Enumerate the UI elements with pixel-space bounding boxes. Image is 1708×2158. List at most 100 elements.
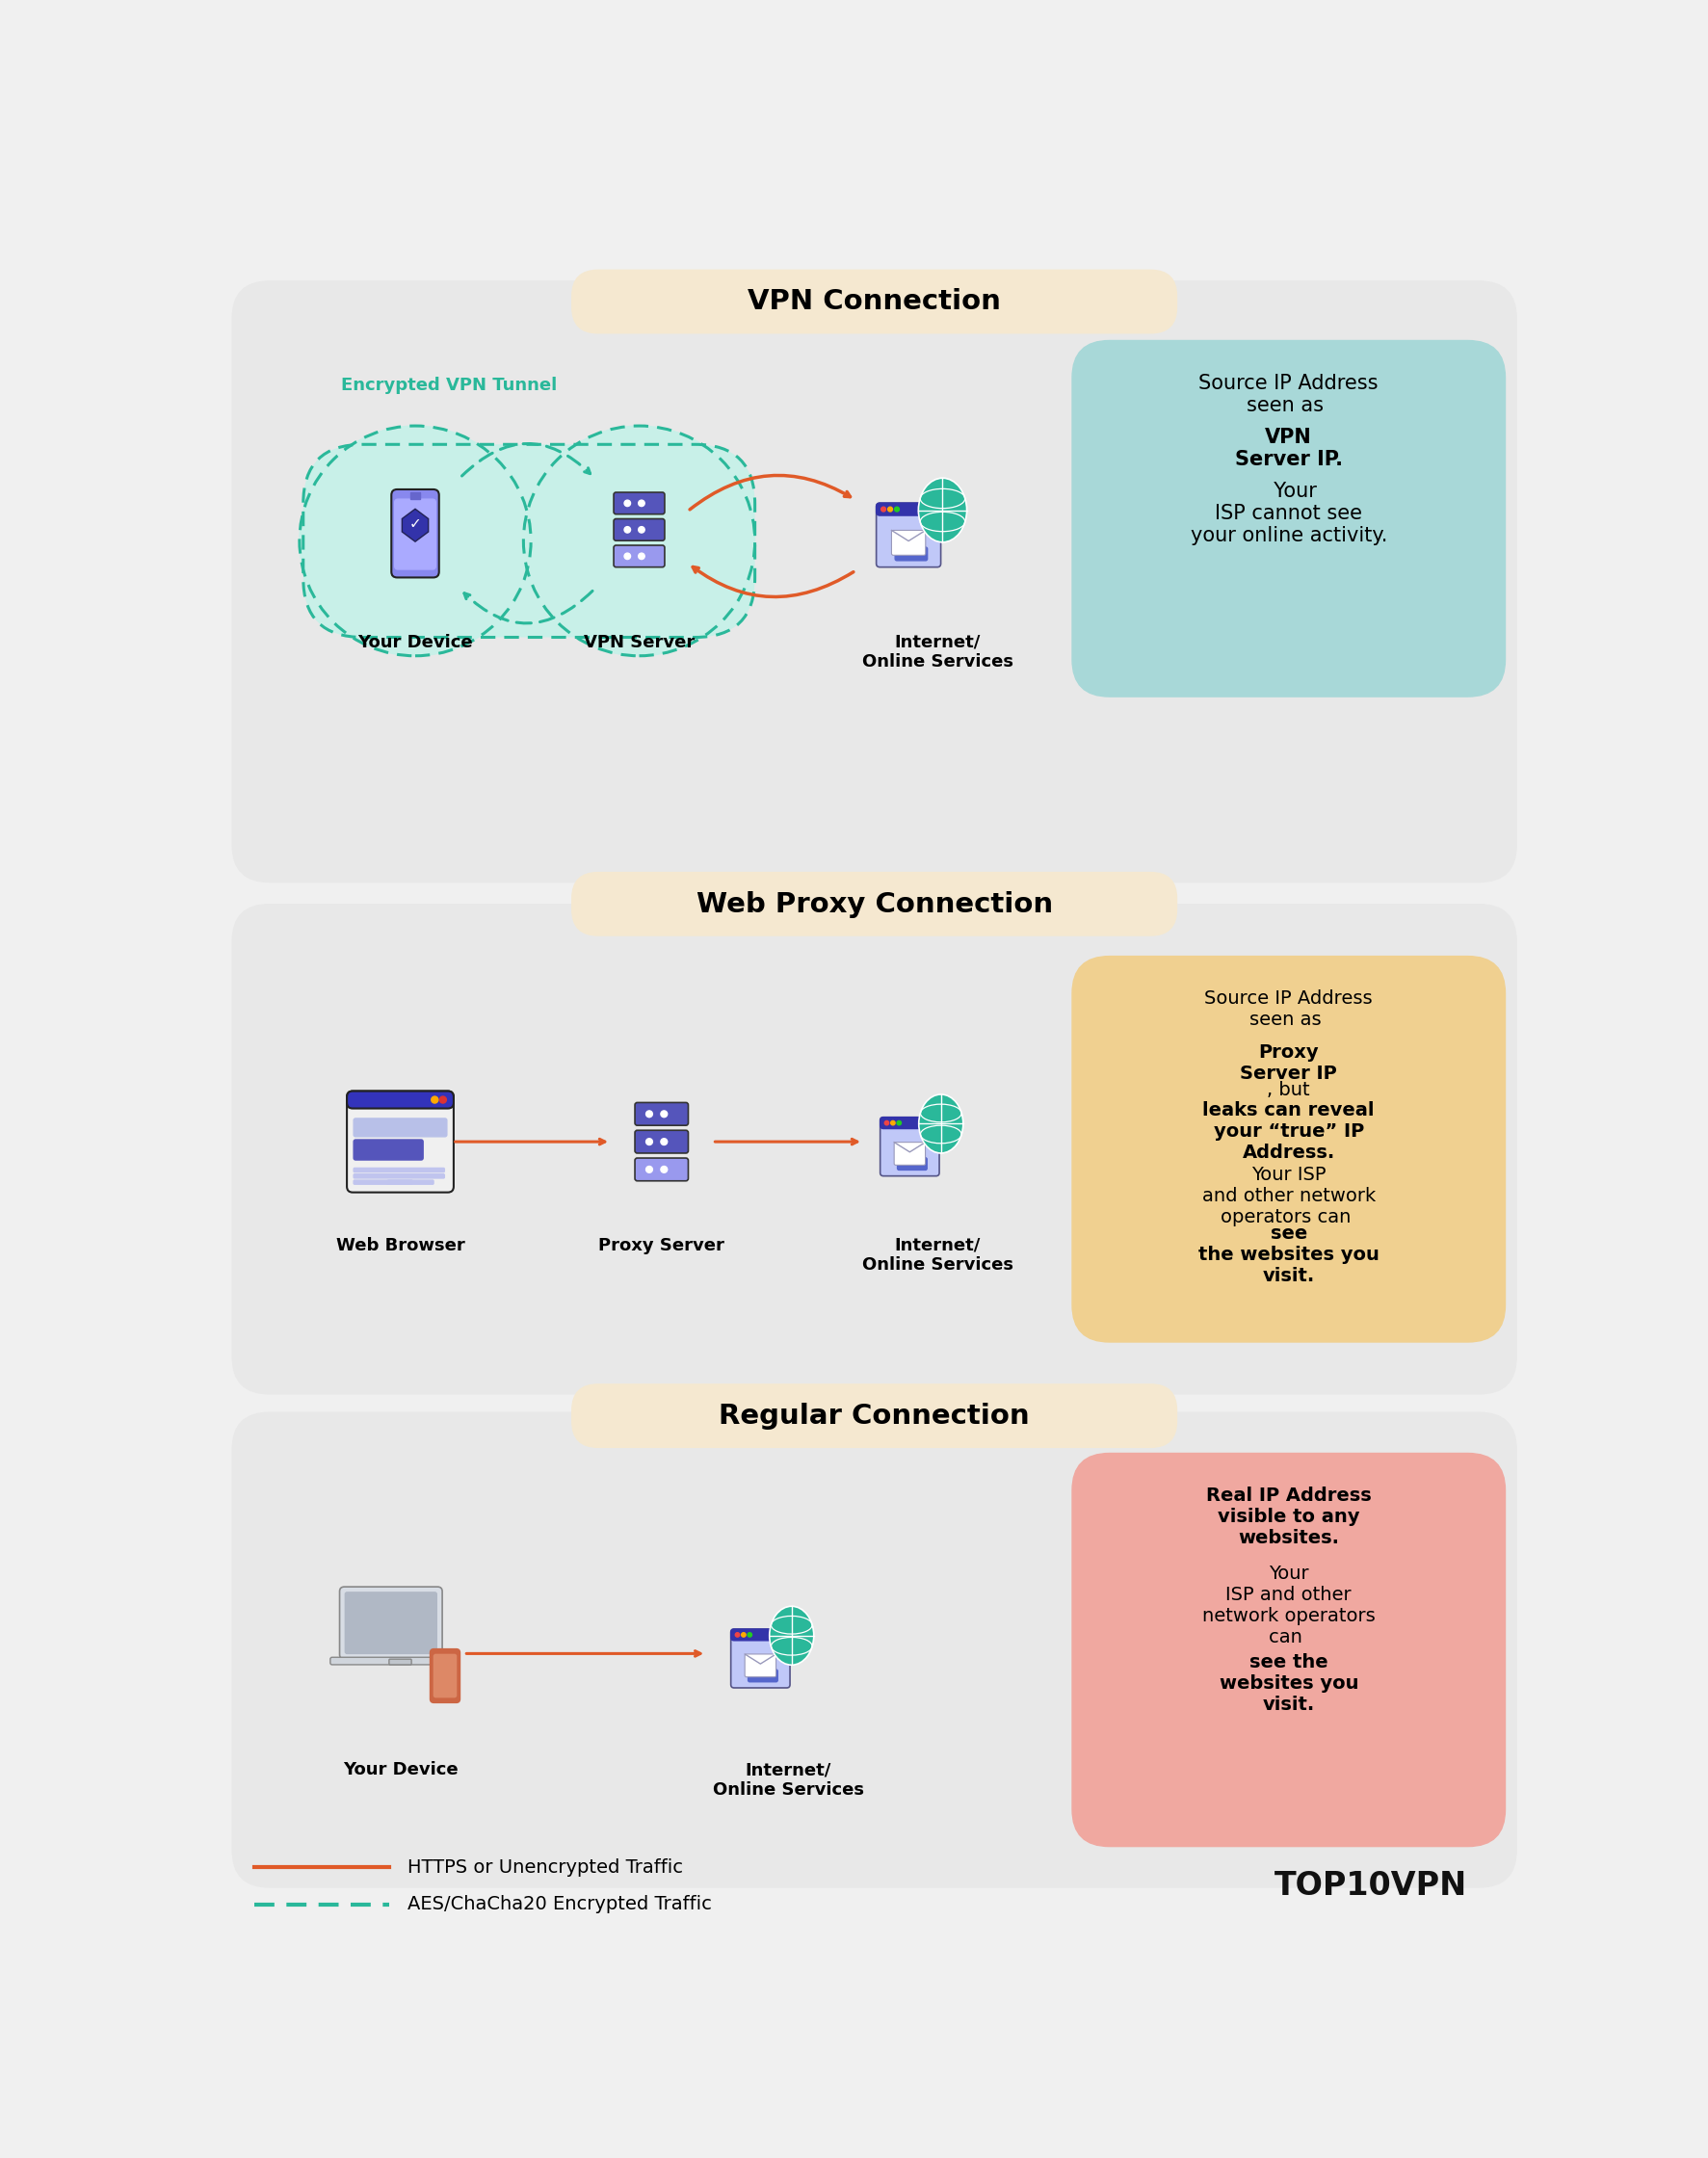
FancyBboxPatch shape xyxy=(232,1413,1515,1888)
FancyBboxPatch shape xyxy=(572,1383,1177,1448)
FancyBboxPatch shape xyxy=(354,1174,444,1178)
Text: TOP10VPN: TOP10VPN xyxy=(1274,1869,1467,1901)
Circle shape xyxy=(893,507,898,511)
Circle shape xyxy=(623,501,630,507)
Text: Your Device: Your Device xyxy=(357,634,473,652)
FancyBboxPatch shape xyxy=(1071,341,1505,697)
Text: Internet/
Online Services: Internet/ Online Services xyxy=(712,1761,864,1798)
Circle shape xyxy=(746,1634,752,1638)
FancyBboxPatch shape xyxy=(354,1118,446,1137)
Circle shape xyxy=(741,1634,745,1638)
FancyBboxPatch shape xyxy=(232,904,1515,1394)
FancyBboxPatch shape xyxy=(572,872,1177,937)
FancyBboxPatch shape xyxy=(340,1586,442,1660)
Text: Source IP Address
seen as: Source IP Address seen as xyxy=(1199,373,1378,416)
FancyBboxPatch shape xyxy=(415,475,639,609)
Text: Proxy
Server IP: Proxy Server IP xyxy=(1240,1042,1336,1083)
Text: Internet/
Online Services: Internet/ Online Services xyxy=(863,1237,1013,1273)
FancyBboxPatch shape xyxy=(892,531,926,555)
Text: VPN Server: VPN Server xyxy=(584,634,693,652)
FancyBboxPatch shape xyxy=(897,1157,926,1170)
Text: Regular Connection: Regular Connection xyxy=(719,1403,1030,1429)
Text: leaks can reveal
your “true” IP
Address.: leaks can reveal your “true” IP Address. xyxy=(1202,1101,1373,1161)
Text: Internet/
Online Services: Internet/ Online Services xyxy=(863,634,1013,671)
FancyBboxPatch shape xyxy=(302,445,755,637)
FancyBboxPatch shape xyxy=(347,1092,453,1109)
Ellipse shape xyxy=(919,1094,963,1152)
FancyBboxPatch shape xyxy=(613,546,664,568)
Circle shape xyxy=(623,527,630,533)
FancyBboxPatch shape xyxy=(613,492,664,514)
FancyBboxPatch shape xyxy=(748,1670,777,1681)
FancyBboxPatch shape xyxy=(731,1629,789,1640)
FancyBboxPatch shape xyxy=(395,498,436,570)
Text: see the
websites you
visit.: see the websites you visit. xyxy=(1218,1653,1358,1713)
FancyBboxPatch shape xyxy=(731,1629,789,1688)
Circle shape xyxy=(890,1120,895,1124)
Text: HTTPS or Unencrypted Traffic: HTTPS or Unencrypted Traffic xyxy=(408,1858,683,1875)
FancyBboxPatch shape xyxy=(434,1655,456,1696)
Bar xyxy=(410,492,420,498)
Circle shape xyxy=(299,425,531,656)
FancyBboxPatch shape xyxy=(1071,1452,1505,1847)
Text: Web Browser: Web Browser xyxy=(336,1237,465,1254)
FancyBboxPatch shape xyxy=(745,1653,775,1677)
Ellipse shape xyxy=(769,1606,813,1666)
FancyBboxPatch shape xyxy=(347,1092,453,1193)
Circle shape xyxy=(661,1139,666,1146)
FancyBboxPatch shape xyxy=(430,1649,459,1703)
Polygon shape xyxy=(401,509,429,542)
Text: ✓: ✓ xyxy=(408,516,422,531)
FancyBboxPatch shape xyxy=(232,281,1515,883)
Text: Real IP Address
visible to any
websites.: Real IP Address visible to any websites. xyxy=(1206,1487,1370,1547)
FancyBboxPatch shape xyxy=(895,548,927,561)
FancyBboxPatch shape xyxy=(345,1593,437,1653)
Text: Source IP Address
seen as: Source IP Address seen as xyxy=(1204,991,1372,1029)
FancyBboxPatch shape xyxy=(613,518,664,542)
Circle shape xyxy=(646,1139,652,1146)
Circle shape xyxy=(897,1120,900,1124)
FancyBboxPatch shape xyxy=(635,1159,688,1180)
Text: AES/ChaCha20 Encrypted Traffic: AES/ChaCha20 Encrypted Traffic xyxy=(408,1895,712,1914)
Text: Your
ISP and other
network operators
can: Your ISP and other network operators can xyxy=(1201,1565,1375,1647)
Circle shape xyxy=(881,507,885,511)
FancyBboxPatch shape xyxy=(391,490,439,578)
Ellipse shape xyxy=(917,479,967,542)
FancyBboxPatch shape xyxy=(354,1180,412,1185)
Circle shape xyxy=(661,1165,666,1172)
Circle shape xyxy=(646,1165,652,1172)
FancyBboxPatch shape xyxy=(635,1131,688,1152)
FancyBboxPatch shape xyxy=(880,1118,939,1176)
FancyBboxPatch shape xyxy=(880,1118,939,1129)
Circle shape xyxy=(646,1111,652,1118)
Circle shape xyxy=(888,507,892,511)
FancyBboxPatch shape xyxy=(1071,956,1505,1342)
FancyBboxPatch shape xyxy=(572,270,1177,332)
Circle shape xyxy=(639,501,644,507)
Circle shape xyxy=(661,1111,666,1118)
Circle shape xyxy=(439,1096,446,1103)
FancyBboxPatch shape xyxy=(388,1180,434,1185)
Text: Proxy Server: Proxy Server xyxy=(598,1237,724,1254)
Circle shape xyxy=(734,1634,740,1638)
FancyBboxPatch shape xyxy=(893,1142,924,1165)
FancyBboxPatch shape xyxy=(330,1657,451,1664)
Circle shape xyxy=(430,1096,437,1103)
FancyBboxPatch shape xyxy=(354,1167,444,1172)
FancyBboxPatch shape xyxy=(354,1139,424,1161)
FancyBboxPatch shape xyxy=(876,503,941,516)
Circle shape xyxy=(639,552,644,559)
Circle shape xyxy=(885,1120,888,1124)
Text: Your
ISP cannot see
your online activity.: Your ISP cannot see your online activity… xyxy=(1189,481,1387,546)
Text: Encrypted VPN Tunnel: Encrypted VPN Tunnel xyxy=(340,378,557,395)
Circle shape xyxy=(623,552,630,559)
FancyBboxPatch shape xyxy=(635,1103,688,1126)
FancyBboxPatch shape xyxy=(876,503,941,568)
FancyBboxPatch shape xyxy=(389,1660,412,1664)
Circle shape xyxy=(523,425,755,656)
Circle shape xyxy=(639,527,644,533)
Text: , but: , but xyxy=(1267,1081,1310,1098)
Text: VPN
Server IP.: VPN Server IP. xyxy=(1235,427,1342,468)
Text: Your Device: Your Device xyxy=(343,1761,458,1778)
Text: VPN Connection: VPN Connection xyxy=(748,289,1001,315)
